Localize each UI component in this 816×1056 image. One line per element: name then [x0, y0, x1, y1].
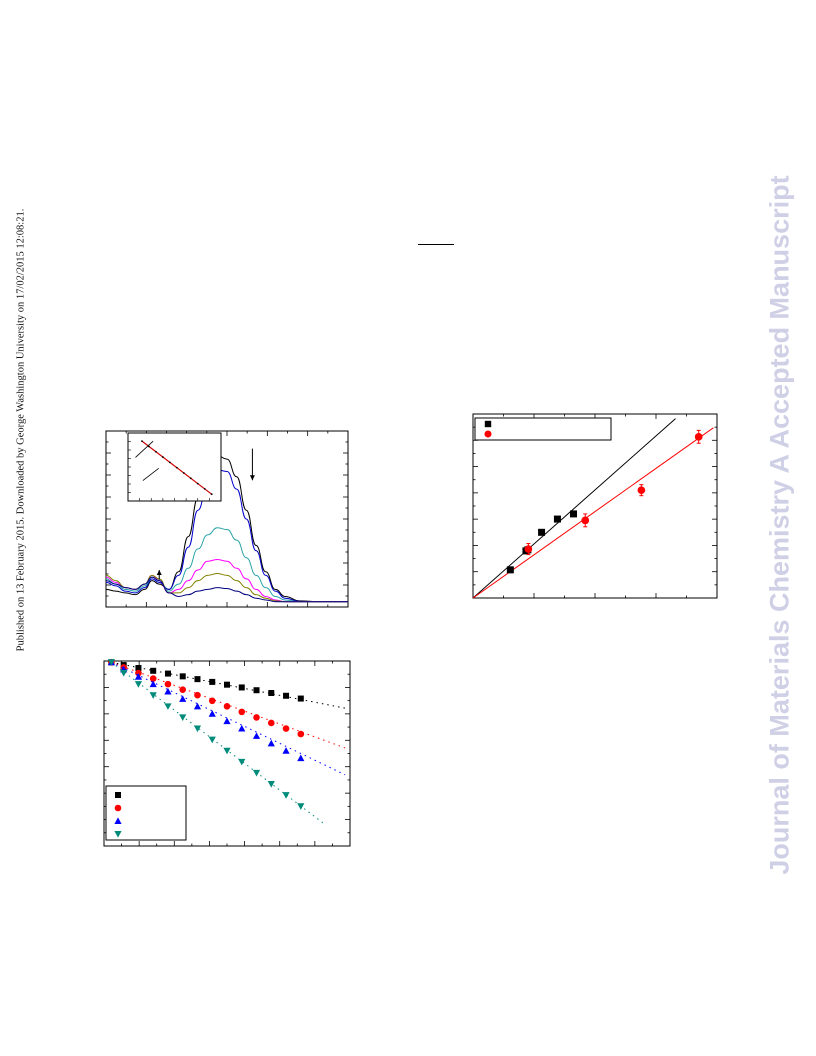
kinetics-point-1-10	[253, 714, 260, 721]
kinetics-legend-marker-3	[114, 831, 122, 838]
kinetics-point-3-11	[267, 781, 275, 788]
kinetics-point-0-11	[268, 690, 275, 697]
kinetics-point-2-13	[297, 754, 305, 762]
kinetics-legend-marker-0	[115, 792, 121, 798]
linear-point-1-0	[524, 545, 533, 553]
spectra-series-5	[105, 576, 348, 603]
kinetics-point-1-8	[223, 703, 231, 710]
kinetics-point-3-5	[179, 714, 187, 722]
spectra-arrow-head-1	[249, 475, 255, 481]
kinetics-point-3-8	[223, 747, 231, 755]
kinetics-point-0-7	[209, 678, 216, 685]
kinetics-fit-3	[111, 661, 326, 826]
linear-legend-marker-1	[484, 430, 492, 438]
linear-point-0-3	[538, 528, 546, 536]
linear-fit-0	[472, 418, 676, 599]
kinetics-point-2-2	[134, 673, 143, 680]
kinetics-point-1-13	[297, 730, 305, 738]
kinetics-point-0-10	[253, 687, 260, 694]
kinetics-point-1-4	[164, 680, 172, 688]
kinetics-point-1-11	[267, 719, 275, 727]
inset-point-1	[148, 445, 150, 448]
kinetics-point-2-6	[193, 702, 202, 710]
kinetics-point-0-6	[194, 676, 201, 683]
inset-point-9	[203, 487, 206, 490]
kinetics-point-1-9	[238, 708, 246, 716]
kinetics-point-3-2	[134, 681, 143, 688]
linear-point-1-2	[637, 486, 646, 495]
inset-point-5	[175, 466, 178, 469]
kinetics-point-2-8	[223, 717, 231, 725]
linear-point-1-1	[581, 516, 590, 525]
kinetics-point-0-12	[283, 692, 290, 699]
inset-point-2	[155, 450, 157, 453]
kinetics-point-2-10	[252, 732, 261, 739]
kinetics-point-3-10	[252, 769, 261, 777]
linear-point-0-5	[570, 510, 578, 518]
kinetics-point-2-7	[208, 710, 216, 717]
kinetics-point-3-4	[164, 703, 172, 710]
inset-pointer-1	[142, 468, 159, 481]
kinetics-point-3-7	[208, 736, 216, 744]
kinetics-point-1-5	[179, 686, 187, 693]
kinetics-point-2-12	[282, 747, 290, 754]
kinetics-point-3-13	[297, 803, 305, 810]
kinetics-point-3-6	[193, 725, 202, 733]
inset-point-6	[182, 472, 185, 474]
kinetics-point-0-8	[224, 681, 230, 688]
kinetics-point-2-11	[267, 739, 275, 747]
kinetics-point-0-3	[150, 667, 157, 674]
kinetics-point-1-3	[149, 675, 157, 682]
kinetics-point-2-5	[179, 695, 187, 702]
spectra-arrow-head-0	[156, 570, 162, 576]
kinetics-point-3-12	[282, 792, 290, 799]
kinetics-point-3-0	[107, 659, 115, 666]
inset-point-3	[161, 456, 164, 458]
linear-point-1-3	[694, 432, 703, 441]
linear-point-0-4	[553, 515, 561, 523]
inset-point-10	[210, 493, 213, 496]
kinetics-point-0-2	[135, 665, 142, 672]
kinetics-point-2-9	[238, 724, 246, 732]
kinetics-point-0-4	[164, 670, 171, 677]
kinetics-point-3-3	[149, 692, 157, 699]
linear-point-0-0	[506, 566, 514, 574]
inset-point-8	[196, 482, 199, 485]
kinetics-point-2-3	[149, 680, 157, 688]
kinetics-legend-marker-2	[114, 817, 122, 824]
equation-rule	[418, 244, 454, 245]
inset-point-0	[141, 440, 143, 443]
spectra-series-2	[105, 527, 348, 603]
inset-pointer-0	[135, 440, 154, 458]
kinetics-point-3-9	[238, 758, 246, 766]
kinetics-legend-marker-1	[114, 804, 122, 812]
linear-legend-marker-0	[484, 420, 492, 428]
kinetics-point-2-4	[164, 687, 172, 695]
kinetics-point-0-13	[297, 695, 304, 702]
kinetics-point-1-12	[282, 725, 290, 732]
kinetics-point-1-6	[194, 691, 201, 699]
inset-point-4	[168, 461, 171, 464]
kinetics-point-0-5	[179, 673, 186, 680]
kinetics-point-0-9	[238, 684, 245, 691]
linear-legend-box	[474, 417, 612, 441]
kinetics-point-3-1	[120, 670, 128, 677]
inset-point-7	[189, 477, 192, 480]
kinetics-point-1-7	[208, 697, 216, 705]
